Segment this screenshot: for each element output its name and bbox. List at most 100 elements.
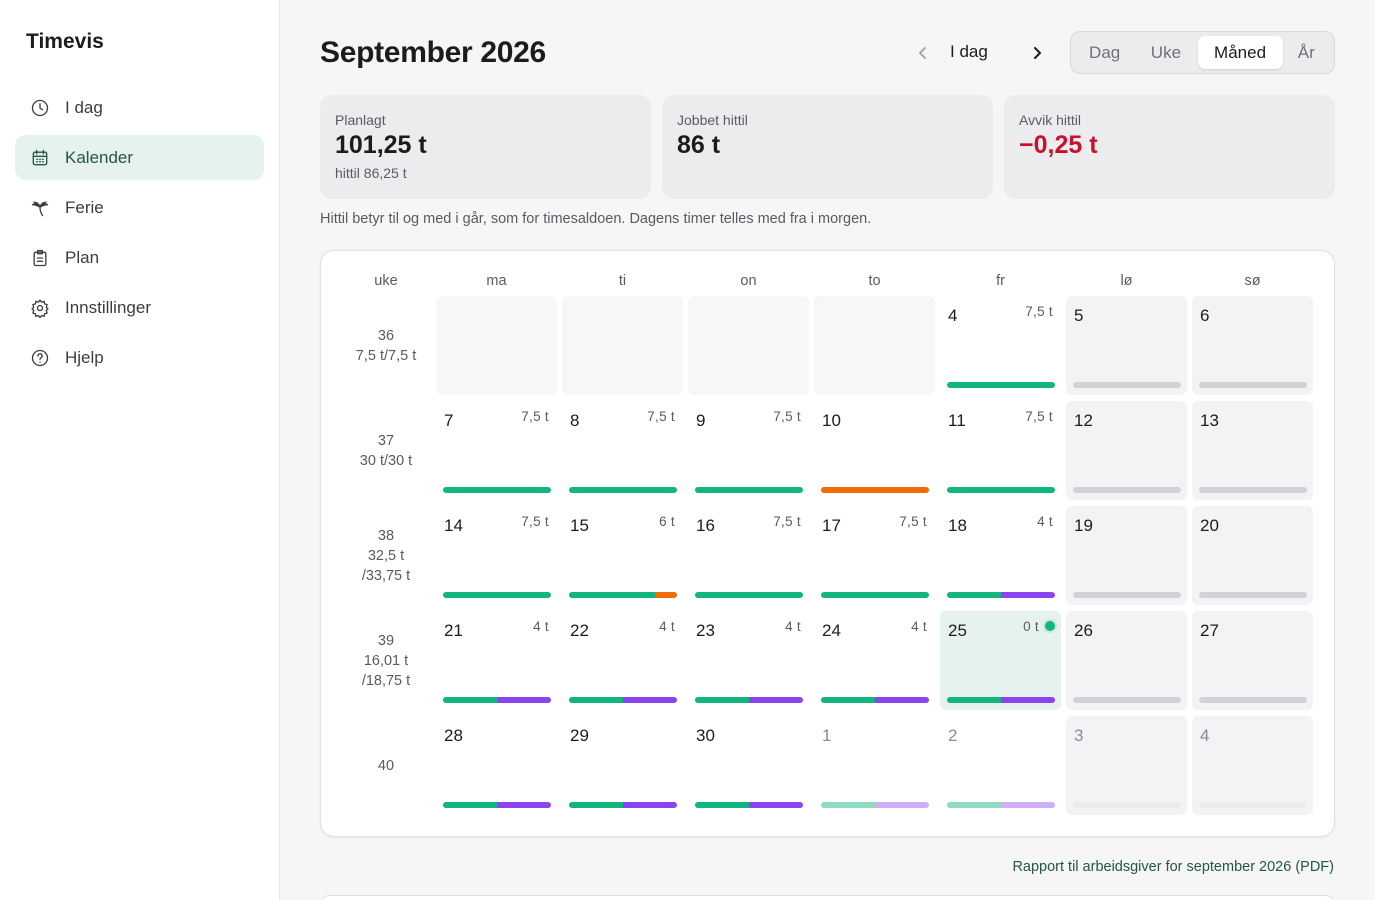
sidebar-item-label: I dag (65, 97, 103, 117)
calendar-day[interactable]: 8 7,5 t (562, 401, 683, 500)
calendar-day[interactable]: 21 4 t (436, 611, 557, 710)
day-number: 14 (444, 516, 463, 535)
day-hours: 0 t (1023, 619, 1039, 634)
sidebar-item-kalender[interactable]: Kalender (15, 135, 264, 180)
day-hours: 7,5 t (773, 409, 801, 424)
view-month-button[interactable]: Måned (1197, 36, 1283, 69)
deviation-card: Avvik hittil −0,25 t (1004, 95, 1335, 199)
calendar-day[interactable]: 9 7,5 t (688, 401, 809, 500)
day-hours: 6 t (659, 514, 675, 529)
day-progress-segment (569, 802, 623, 808)
calendar-day[interactable]: 10 (814, 401, 935, 500)
calendar-day[interactable]: 25 0 t (940, 611, 1061, 710)
day-number: 16 (696, 516, 715, 535)
sidebar-item-i-dag[interactable]: I dag (15, 85, 264, 130)
calendar-empty-cell (688, 296, 809, 395)
calendar-day[interactable]: 30 (688, 716, 809, 815)
day-progress-bar (1073, 592, 1181, 598)
week-hours: 7,5 t/7,5 t (355, 347, 417, 364)
day-progress-bar (947, 382, 1055, 388)
day-progress-segment (443, 802, 497, 808)
sidebar-item-innstillinger[interactable]: Innstillinger (15, 285, 264, 330)
today-button[interactable]: I dag (950, 42, 988, 61)
calendar-day[interactable]: 4 7,5 t (940, 296, 1061, 395)
view-day-button[interactable]: Dag (1089, 42, 1121, 62)
calendar-day[interactable]: 15 6 t (562, 506, 683, 605)
day-number: 28 (444, 726, 463, 745)
day-number: 24 (822, 621, 841, 640)
calendar-day[interactable]: 23 4 t (688, 611, 809, 710)
calendar-day[interactable]: 19 (1066, 506, 1187, 605)
sidebar-item-label: Ferie (65, 197, 104, 217)
calendar-icon (29, 147, 51, 169)
view-week-button[interactable]: Uke (1150, 42, 1182, 62)
day-progress-bar (947, 802, 1055, 808)
sidebar-item-hjelp[interactable]: Hjelp (15, 335, 264, 380)
weekday-header: ti (618, 273, 627, 289)
day-number: 4 (1200, 726, 1210, 745)
calendar-day[interactable]: 14 7,5 t (436, 506, 557, 605)
calendar-empty-cell (562, 296, 683, 395)
view-switcher: Dag Uke Måned År (1070, 31, 1335, 74)
day-hours: 4 t (785, 619, 801, 634)
day-number: 3 (1074, 726, 1084, 745)
calendar-day[interactable]: 4 (1192, 716, 1313, 815)
weekday-header: fr (996, 273, 1005, 289)
calendar-day[interactable]: 6 (1192, 296, 1313, 395)
day-progress-segment (1001, 697, 1055, 703)
sidebar-item-ferie[interactable]: Ferie (15, 185, 264, 230)
weekday-header: lø (1120, 273, 1133, 289)
day-number: 27 (1200, 621, 1219, 640)
calendar-day[interactable]: 7 7,5 t (436, 401, 557, 500)
calendar-day[interactable]: 17 7,5 t (814, 506, 935, 605)
day-progress-bar (569, 592, 677, 598)
calendar-day[interactable]: 3 (1066, 716, 1187, 815)
week-summary: 39 16,01 t/18,75 t (336, 631, 436, 691)
sidebar: Timevis I dag Kalender Ferie Plan (0, 0, 280, 900)
week-hours: /18,75 t (361, 672, 411, 689)
day-number: 25 (948, 621, 967, 640)
worked-card: Jobbet hittil 86 t (662, 95, 993, 199)
day-progress-segment (821, 487, 929, 493)
calendar-day[interactable]: 27 (1192, 611, 1313, 710)
week-hours: /33,75 t (361, 567, 411, 584)
calendar-day[interactable]: 12 (1066, 401, 1187, 500)
day-hours: 4 t (1037, 514, 1053, 529)
day-number: 29 (570, 726, 589, 745)
clipboard-icon (29, 247, 51, 269)
calendar-day[interactable]: 22 4 t (562, 611, 683, 710)
day-progress-segment (947, 592, 1001, 598)
calendar-day[interactable]: 18 4 t (940, 506, 1061, 605)
previous-month-button[interactable] (910, 40, 936, 66)
calendar-day[interactable]: 28 (436, 716, 557, 815)
calendar-day[interactable]: 24 4 t (814, 611, 935, 710)
next-month-button[interactable] (1024, 40, 1050, 66)
calendar-day[interactable]: 16 7,5 t (688, 506, 809, 605)
employer-report-link[interactable]: Rapport til arbeidsgiver for september 2… (1012, 859, 1334, 875)
weekday-header: to (868, 273, 881, 289)
sidebar-item-plan[interactable]: Plan (15, 235, 264, 280)
calendar-day[interactable]: 2 (940, 716, 1061, 815)
calendar-day[interactable]: 13 (1192, 401, 1313, 500)
calendar-day[interactable]: 29 (562, 716, 683, 815)
day-progress-segment (1001, 802, 1055, 808)
day-number: 18 (948, 516, 967, 535)
day-progress-segment (821, 802, 875, 808)
day-number: 13 (1200, 411, 1219, 430)
planned-card: Planlagt 101,25 t hittil 86,25 t (320, 95, 651, 199)
calendar-day[interactable]: 1 (814, 716, 935, 815)
weekday-header: ma (486, 273, 507, 289)
calendar-day[interactable]: 11 7,5 t (940, 401, 1061, 500)
calendar-day[interactable]: 26 (1066, 611, 1187, 710)
day-progress-bar (1199, 802, 1307, 808)
sidebar-item-label: Innstillinger (65, 297, 151, 317)
day-progress-bar (695, 487, 803, 493)
day-number: 11 (948, 411, 966, 430)
calendar-day[interactable]: 20 (1192, 506, 1313, 605)
day-progress-segment (947, 382, 1055, 388)
next-panel (320, 895, 1335, 900)
calendar-day[interactable]: 5 (1066, 296, 1187, 395)
week-summary: 37 30 t/30 t (336, 431, 436, 471)
view-year-button[interactable]: År (1297, 42, 1315, 62)
day-progress-segment (569, 487, 677, 493)
